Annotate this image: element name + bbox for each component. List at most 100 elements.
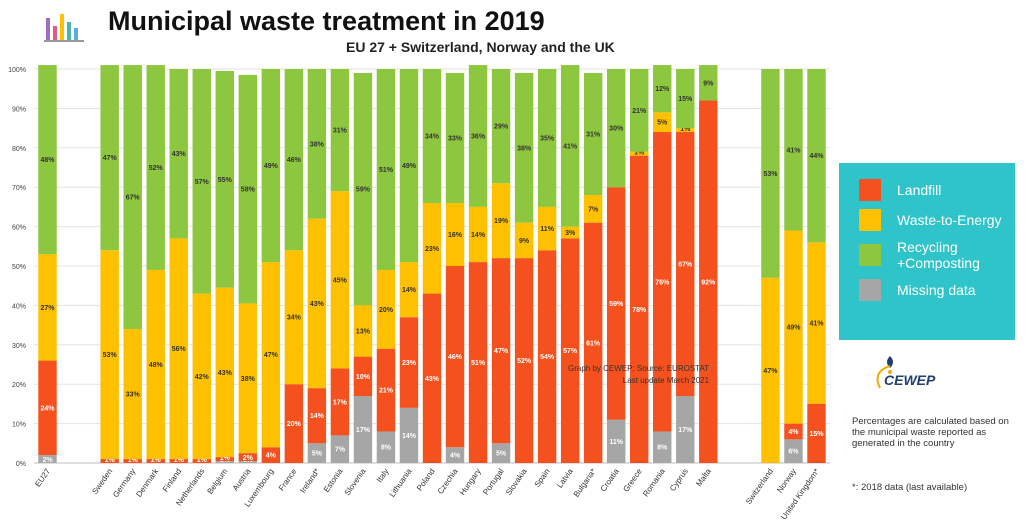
bar-segment xyxy=(514,258,534,463)
bar-segment xyxy=(146,65,165,270)
x-tick-label: Switzerland xyxy=(744,467,775,506)
bar-segment xyxy=(399,407,419,463)
data-label: 59% xyxy=(356,187,371,194)
bar-segment xyxy=(807,403,826,463)
x-tick-label: Portugal xyxy=(481,467,506,497)
data-label: 1% xyxy=(105,457,116,464)
data-label: 8% xyxy=(657,445,668,452)
bar-segment xyxy=(192,293,211,460)
y-tick-label: 40% xyxy=(12,303,26,310)
legend-swatch-waste-to-energy xyxy=(859,209,881,231)
data-label: 3% xyxy=(565,230,576,237)
data-label: 52% xyxy=(517,358,532,365)
data-label: 53% xyxy=(103,352,118,359)
data-label: 10% xyxy=(356,374,371,381)
data-label: 38% xyxy=(517,145,532,152)
x-tick-label: Finland xyxy=(161,467,183,494)
bar-segment xyxy=(169,238,188,460)
bar-segment xyxy=(445,447,465,463)
bar-segment xyxy=(307,443,327,463)
bar-segment xyxy=(215,70,234,288)
data-label: 54% xyxy=(540,354,555,361)
y-tick-label: 20% xyxy=(12,382,26,389)
bar-segment xyxy=(491,258,511,444)
legend: Landfill Waste-to-Energy Recycling +Comp… xyxy=(839,163,1015,340)
logo-text: CEWEP xyxy=(884,372,936,388)
data-label: 31% xyxy=(333,128,348,135)
legend-swatch-landfill xyxy=(859,179,881,201)
data-label: 49% xyxy=(264,163,279,170)
data-label: 1% xyxy=(220,455,231,462)
data-label: 19% xyxy=(494,218,509,225)
bar-segment xyxy=(630,151,649,156)
x-tick-label: Denmark xyxy=(134,466,161,499)
data-label: 24% xyxy=(41,405,56,412)
data-label: 38% xyxy=(241,376,256,383)
bar-segment xyxy=(307,218,327,389)
x-tick-label: Lithuania xyxy=(388,467,414,499)
bar-segment xyxy=(100,65,119,251)
bar-segment xyxy=(699,65,718,101)
data-label: 61% xyxy=(586,340,601,347)
data-label: 21% xyxy=(379,388,394,395)
bar-segment xyxy=(376,269,396,349)
data-label: 67% xyxy=(126,195,141,202)
bar-segment xyxy=(468,206,488,263)
bar-segment xyxy=(761,69,780,278)
bar-segment xyxy=(491,69,511,184)
y-tick-label: 100% xyxy=(8,67,26,74)
update-line: Last update March 2021 xyxy=(622,376,710,385)
bar-segment xyxy=(261,447,281,463)
legend-label: Missing data xyxy=(897,282,976,298)
bar-segment xyxy=(784,69,803,231)
data-label: 57% xyxy=(563,348,578,355)
data-label: 92% xyxy=(701,279,716,286)
bar-segment xyxy=(445,266,465,448)
x-tick-label: Czechia xyxy=(436,467,460,496)
data-label: 31% xyxy=(586,132,601,139)
bar-segment xyxy=(330,69,350,192)
bar-segment xyxy=(169,69,188,239)
data-label: 1% xyxy=(680,126,691,133)
data-label: 43% xyxy=(425,376,440,383)
bar-segment xyxy=(353,396,373,463)
data-label: 15% xyxy=(809,431,824,438)
source-note: Graph by CEWEP; Source: EUROSTAT Last up… xyxy=(568,363,709,387)
data-label: 59% xyxy=(609,301,624,308)
x-tick-label: Austria xyxy=(231,467,253,493)
data-label: 17% xyxy=(678,427,693,434)
bar-segment xyxy=(192,459,211,463)
y-tick-label: 30% xyxy=(12,343,26,350)
data-label: 58% xyxy=(241,187,256,194)
bar-segment xyxy=(653,132,672,432)
data-label: 43% xyxy=(310,301,325,308)
legend-swatch-recycling xyxy=(859,244,881,266)
data-label: 52% xyxy=(149,165,164,172)
page-title: Municipal waste treatment in 2019 xyxy=(108,6,545,36)
data-label: 53% xyxy=(763,171,778,178)
bar-segment xyxy=(537,206,557,251)
bar-segment xyxy=(399,317,419,408)
data-label: 2% xyxy=(243,455,254,462)
bar-segment xyxy=(491,443,511,463)
y-tick-label: 80% xyxy=(12,146,26,153)
source-line: Graph by CEWEP; Source: EUROSTAT xyxy=(568,364,710,373)
bar-segment xyxy=(422,202,442,294)
bar-segment xyxy=(38,254,57,361)
x-tick-label: Belgium xyxy=(205,467,229,496)
data-label: 4% xyxy=(266,453,277,460)
data-label: 47% xyxy=(264,352,279,359)
data-label: 45% xyxy=(333,277,348,284)
y-tick-label: 60% xyxy=(12,225,26,232)
bar-segment xyxy=(491,183,511,259)
data-label: 23% xyxy=(402,360,417,367)
x-tick-label: Romania xyxy=(641,467,667,499)
bar-segment xyxy=(784,439,803,463)
data-label: 43% xyxy=(218,370,233,377)
bar-segment xyxy=(353,72,373,306)
data-label: 29% xyxy=(494,124,509,131)
legend-swatch-missing-data xyxy=(859,279,881,301)
page-subtitle: EU 27 + Switzerland, Norway and the UK xyxy=(346,39,615,55)
data-label: 11% xyxy=(609,439,623,446)
legend-item-missing-data: Missing data xyxy=(859,279,1015,301)
